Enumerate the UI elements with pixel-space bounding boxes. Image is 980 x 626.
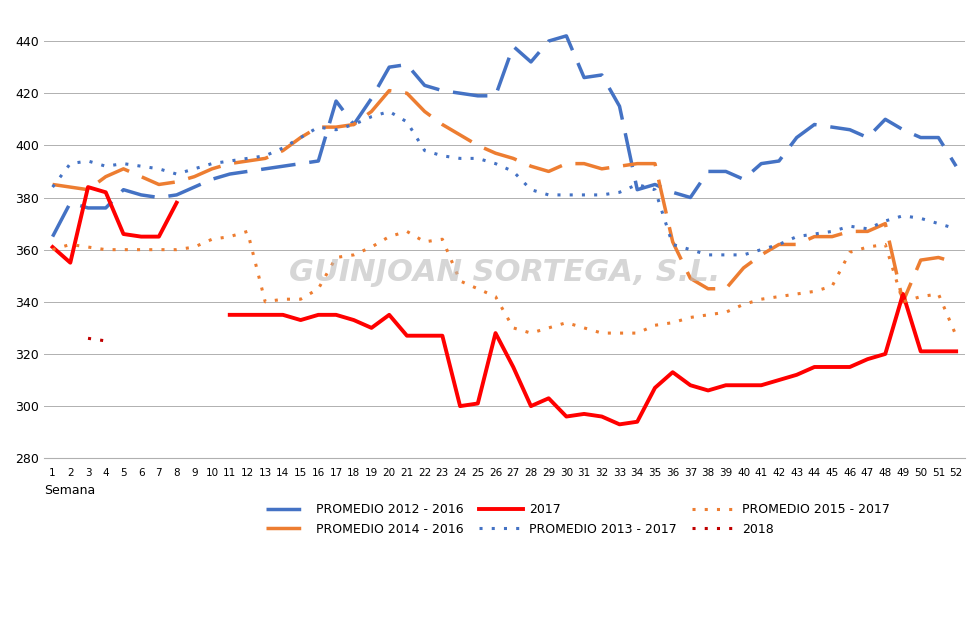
Legend: PROMEDIO 2012 - 2016, PROMEDIO 2014 - 2016, 2017, PROMEDIO 2013 - 2017, PROMEDIO: PROMEDIO 2012 - 2016, PROMEDIO 2014 - 20… xyxy=(262,498,895,541)
X-axis label: Semana: Semana xyxy=(44,483,95,496)
Text: GUINJOAN SORTEGA, S.L.: GUINJOAN SORTEGA, S.L. xyxy=(289,257,720,287)
